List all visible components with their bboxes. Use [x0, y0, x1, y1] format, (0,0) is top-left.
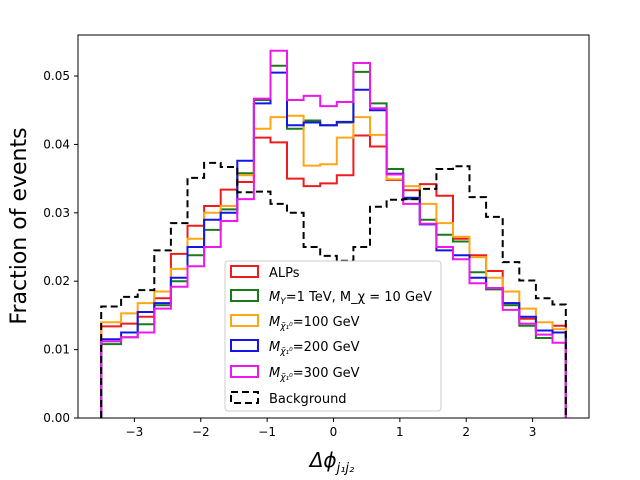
legend-label-main: M: [269, 366, 280, 381]
x-tick-label: −3: [126, 425, 144, 439]
x-tick-label: 1: [396, 425, 404, 439]
y-tick-label: 0.04: [43, 137, 70, 151]
legend-label-main: M: [269, 315, 280, 330]
x-tick-label: −2: [192, 425, 210, 439]
legend-label-rest: =200 GeV: [293, 340, 360, 355]
legend-label-main: ALPs: [269, 266, 300, 281]
legend-label-main: M: [269, 340, 280, 355]
legend-frame: [225, 261, 441, 411]
y-tick-label: 0.02: [43, 274, 70, 288]
y-axis-label: Fraction of events: [7, 127, 32, 324]
legend-label-sub: χ̃₁⁰: [279, 373, 293, 383]
legend-label-rest: =1 TeV, M_χ = 10 GeV: [286, 290, 432, 305]
x-tick-label: 2: [462, 425, 470, 439]
legend-label-sub: χ̃₁⁰: [279, 322, 293, 332]
y-tick-label: 0.00: [43, 411, 70, 425]
legend-label-0: ALPs: [269, 266, 300, 281]
x-tick-label: 3: [529, 425, 537, 439]
x-tick-label: 0: [330, 425, 338, 439]
legend-label-main: M: [269, 290, 280, 305]
legend-label-main: Background: [269, 392, 347, 407]
y-tick-label: 0.01: [43, 343, 70, 357]
legend-label-sub: χ̃₁⁰: [279, 347, 293, 357]
x-axis-label-base: Δϕ: [308, 448, 337, 472]
y-tick-label: 0.03: [43, 206, 70, 220]
y-tick-label: 0.05: [43, 69, 70, 83]
x-tick-label: −1: [258, 425, 276, 439]
legend-label-1: MY=1 TeV, M_χ = 10 GeV: [269, 290, 432, 307]
legend-label-rest: =300 GeV: [293, 366, 360, 381]
x-axis-label-sub: j₁j₂: [335, 461, 355, 476]
legend-label-5: Background: [269, 392, 347, 407]
legend-label-rest: =100 GeV: [293, 315, 360, 330]
